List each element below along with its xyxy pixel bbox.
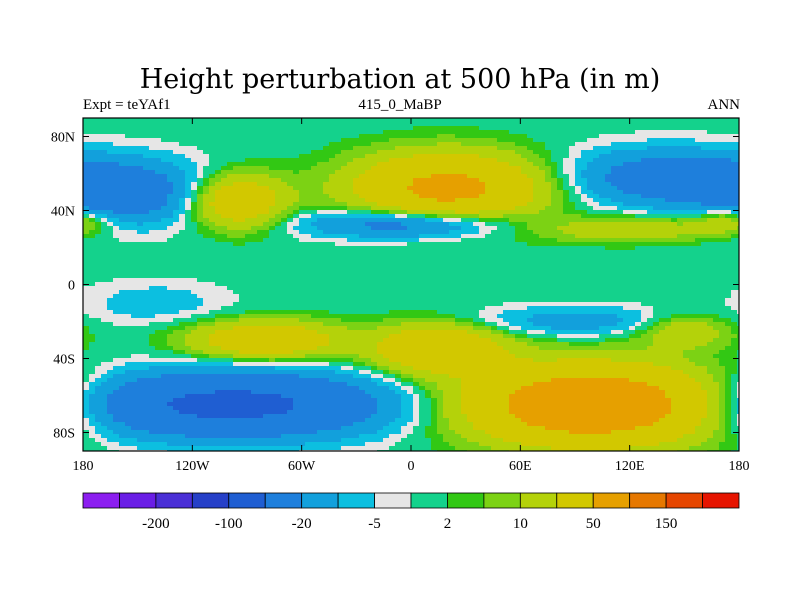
colorbar-box [155, 492, 193, 509]
colorbar-box [702, 492, 740, 509]
colorbar-box [264, 492, 303, 509]
colorbar-label: 10 [513, 516, 528, 532]
x-tick-label: 180 [73, 459, 94, 474]
chart-title: Height perturbation at 500 hPa (in m) [139, 64, 661, 95]
y-tick-label: 40N [51, 205, 75, 220]
colorbar-box [228, 492, 266, 509]
colorbar-box [592, 492, 631, 509]
x-tick-label: 60W [288, 459, 316, 474]
colorbar-label: 2 [444, 516, 452, 532]
colorbar-box [374, 492, 412, 509]
y-tick-label: 80N [51, 131, 75, 146]
colorbar-box [665, 492, 703, 509]
left-subtitle: Expt = teYAf1 [83, 97, 171, 113]
right-subtitle: ANN [707, 97, 741, 113]
x-tick-label: 120E [615, 459, 645, 474]
colorbar-label: -100 [215, 516, 243, 532]
colorbar-box [119, 492, 157, 509]
colorbar-box [410, 492, 448, 509]
colorbar-box [301, 492, 339, 509]
colorbar-label: -200 [142, 516, 170, 532]
x-tick-label: 180 [729, 459, 750, 474]
colorbar-box [191, 492, 230, 509]
colorbar-box [629, 492, 667, 509]
x-tick-label: 60E [509, 459, 532, 474]
field-layer [83, 118, 740, 452]
colorbar-label: 50 [586, 516, 601, 532]
x-tick-label: 120W [175, 459, 210, 474]
colorbar-box [483, 492, 521, 509]
y-tick-label: 80S [53, 427, 75, 442]
center-subtitle: 415_0_MaBP [358, 97, 442, 113]
colorbar-box [337, 492, 375, 509]
colorbar-label: -20 [292, 516, 312, 532]
colorbar-box [82, 492, 120, 509]
colorbar-box [447, 492, 485, 509]
colorbar-box [556, 492, 594, 509]
colorbar-box [519, 492, 558, 509]
y-tick-label: 40S [53, 353, 75, 368]
x-tick-label: 0 [408, 459, 415, 474]
colorbar-label: 150 [655, 516, 678, 532]
colorbar-label: -5 [368, 516, 381, 532]
y-tick-label: 0 [68, 279, 75, 294]
